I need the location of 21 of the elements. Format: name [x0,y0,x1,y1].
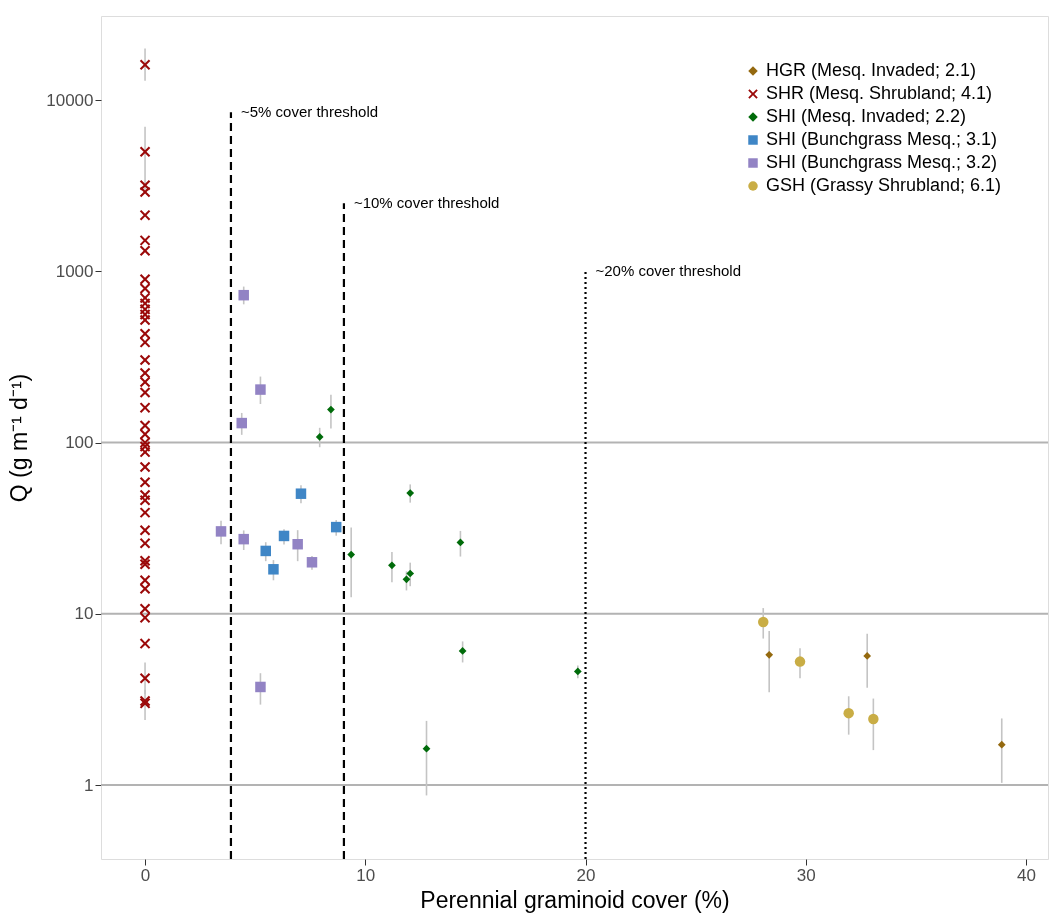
y-tick-label: 10 [74,604,94,624]
x-axis-title: Perennial graminoid cover (%) [420,886,730,913]
x-tick-label: 10 [356,865,376,885]
x-tick-label: 0 [140,865,151,885]
x-tick-label: 20 [576,865,596,885]
annotation: ~5% cover threshold [240,103,379,121]
y-tick-label: 1000 [55,261,94,281]
annotation: ~20% cover threshold [595,262,742,280]
x-tick-label: 30 [796,865,816,885]
legend-label: HGR (Mesq. Invaded; 2.1) [766,60,977,80]
y-axis-title: Q (g m⁻¹ d⁻¹) [6,373,33,503]
legend-label: SHI (Bunchgrass Mesq.; 3.2) [766,152,998,172]
annotation: ~10% cover threshold [353,194,500,212]
legend-label: GSH (Grassy Shrubland; 6.1) [766,175,1002,195]
legend-label: SHI (Mesq. Invaded; 2.2) [766,106,967,126]
x-tick-label: 40 [1017,865,1036,885]
y-tick-label: 1 [84,775,94,795]
legend-label: SHI (Bunchgrass Mesq.; 3.1) [766,129,998,149]
y-tick-label: 10000 [46,90,94,110]
y-tick-label: 100 [65,433,94,453]
legend-label: SHR (Mesq. Shrubland; 4.1) [766,83,993,103]
